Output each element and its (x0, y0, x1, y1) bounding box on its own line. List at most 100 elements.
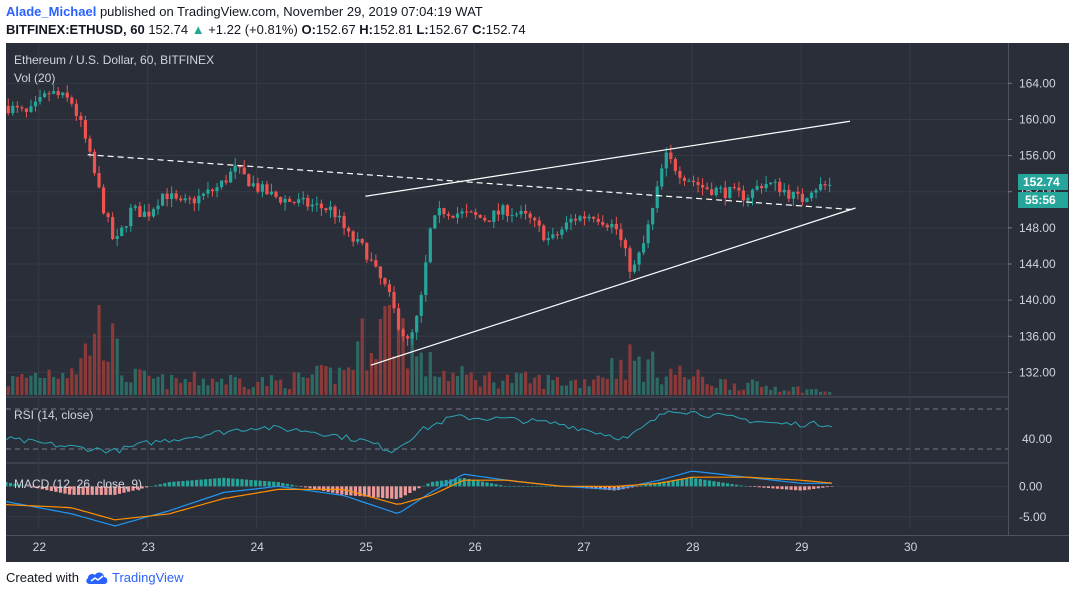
candle-body (124, 226, 128, 228)
volume-bar (446, 381, 451, 395)
volume-bar (651, 351, 655, 395)
time-tick-label: 24 (251, 540, 265, 554)
volume-bar (301, 377, 305, 395)
macd-histogram-bar (635, 486, 639, 487)
candle-body (256, 183, 260, 192)
candle-body (88, 138, 92, 152)
author-link[interactable]: Alade_Michael (6, 4, 97, 19)
volume-bar (791, 386, 795, 395)
candle-body (47, 93, 51, 95)
macd-histogram-bar (712, 481, 716, 487)
macd-histogram-bar (680, 479, 684, 487)
volume-bar (610, 358, 614, 395)
volume-bar (101, 360, 106, 395)
price-tick-label: 140.00 (1019, 293, 1056, 307)
macd-histogram-bar (612, 486, 616, 491)
candle-body (469, 211, 473, 213)
tradingview-cloud-icon (86, 572, 108, 584)
volume-bar (737, 390, 741, 395)
chart-area[interactable]: 164.00 160.00 156.00 152.00 148.00 144.00 140.… (6, 43, 1069, 562)
candle-body (805, 198, 809, 202)
candle-body (111, 217, 115, 239)
candle-body (778, 181, 782, 193)
candle-body (97, 173, 101, 188)
candle-body (610, 223, 614, 228)
macd-histogram-bar (222, 477, 226, 487)
time-axis[interactable]: 22 23 24 25 26 27 28 29 30 (33, 540, 918, 554)
candle-body (410, 332, 414, 339)
candle-body (11, 105, 15, 114)
volume-bar (533, 377, 537, 395)
candle-body (210, 189, 215, 192)
volume-bar (678, 365, 682, 395)
volume-bar (174, 378, 178, 395)
volume-bar (687, 379, 691, 395)
candle-body (165, 193, 169, 200)
macd-histogram-bar (145, 486, 149, 488)
macd-legend: MACD (12, 26, close, 9) (14, 477, 142, 491)
last-price: 152.74 (148, 22, 189, 37)
candle-body (83, 119, 88, 139)
macd-histogram-bar (508, 486, 512, 487)
macd-histogram-bar (426, 483, 430, 487)
macd-histogram-bar (771, 486, 775, 489)
macd-histogram-bar (149, 486, 153, 487)
candle-body (646, 224, 650, 244)
volume-bar (465, 374, 469, 395)
candle-body (274, 191, 278, 198)
volume-bar (478, 386, 482, 395)
candle-body (337, 215, 342, 218)
macd-histogram-bar (54, 486, 58, 492)
macd-histogram-bar (290, 484, 294, 487)
macd-histogram-bar (603, 486, 607, 490)
volume-bar (401, 318, 405, 395)
candle-body (705, 187, 709, 190)
volume-bar (551, 380, 555, 395)
macd-histogram-bar (399, 486, 403, 498)
macd-histogram-bar (272, 481, 276, 487)
candle-body (669, 152, 673, 160)
volume-bar (142, 370, 147, 395)
volume-bar (596, 375, 600, 395)
volume-bar (519, 373, 523, 395)
macd-histogram-bar (476, 480, 480, 487)
volume-bar (133, 368, 137, 395)
macd-histogram-bar (489, 483, 494, 487)
tradingview-link[interactable]: TradingView (111, 570, 184, 585)
macd-histogram-bar (13, 483, 17, 487)
volume-bar (297, 372, 301, 395)
candle-body (269, 191, 274, 195)
vol-legend: Vol (20) (14, 71, 55, 85)
grid-lines (6, 43, 1069, 536)
candle-body (92, 151, 97, 174)
candle-body (106, 213, 110, 218)
candle-body (315, 203, 319, 205)
macd-histogram-bar (521, 486, 525, 487)
volume-bar (396, 311, 401, 395)
macd-histogram-bar (358, 486, 362, 497)
candle-body (120, 227, 124, 237)
chart-canvas[interactable]: 164.00160.00156.00152.00148.00144.00140.… (6, 43, 1069, 562)
candle-body (369, 259, 373, 261)
candle-body (573, 218, 578, 221)
candle-body (446, 214, 451, 216)
chart-legend-title: Ethereum / U.S. Dollar, 60, BITFINEX (14, 53, 214, 67)
candle-body (424, 262, 428, 295)
macd-histogram-bar (362, 486, 367, 497)
candle-body (501, 205, 505, 215)
price-tick-label: 156.00 (1019, 149, 1056, 163)
price-axis[interactable]: 164.00160.00156.00152.00148.00144.00140.… (1008, 76, 1056, 524)
macd-histogram-bar (408, 486, 412, 493)
volume-bar (120, 375, 124, 395)
candle-body (156, 205, 160, 210)
volume-bar (328, 367, 333, 395)
volume-bar (197, 385, 201, 395)
volume-bar (587, 386, 591, 395)
macd-histogram-bar (689, 477, 693, 487)
close-label: C: (472, 22, 486, 37)
candle-body (224, 180, 228, 183)
macd-histogram-bar (403, 486, 407, 496)
volume-bar (410, 337, 414, 395)
candle-body (437, 207, 441, 216)
macd-histogram-bar (340, 486, 344, 495)
